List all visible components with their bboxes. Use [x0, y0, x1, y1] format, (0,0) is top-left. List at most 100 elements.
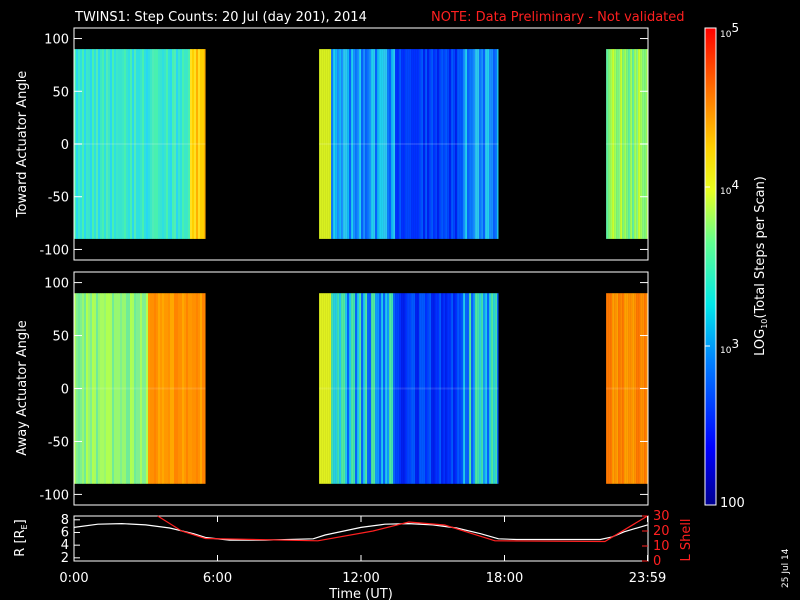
- heatmap-column: [407, 293, 410, 484]
- heatmap-column: [395, 293, 398, 484]
- heatmap-column: [154, 293, 157, 484]
- heatmap-column: [116, 293, 119, 484]
- heatmap-column: [624, 293, 627, 484]
- heatmap-column: [118, 49, 121, 239]
- heatmap-column: [401, 293, 404, 484]
- heatmap-column: [182, 49, 185, 239]
- heatmap-column: [473, 49, 476, 239]
- heatmap-column: [624, 49, 627, 239]
- colorbar-tick-label: 103: [720, 337, 739, 356]
- heatmap-column: [407, 49, 410, 239]
- heatmap-column: [341, 49, 344, 239]
- heatmap-column: [475, 49, 478, 239]
- heatmap-column: [634, 49, 637, 239]
- heatmap-column: [403, 49, 406, 239]
- heatmap-column: [108, 49, 111, 239]
- heatmap-column: [493, 49, 496, 239]
- heatmap-column: [417, 293, 420, 484]
- heatmap-column: [158, 293, 161, 484]
- heatmap-column: [485, 49, 488, 239]
- heatmap-column: [114, 293, 117, 484]
- heatmap-column: [168, 49, 171, 239]
- heatmap-column: [88, 293, 91, 484]
- colorbar-ticks: 105 104 103 100: [705, 21, 745, 511]
- heatmap-column: [345, 49, 348, 239]
- heatmap-column: [150, 293, 153, 484]
- y-tick-label: 0: [61, 138, 69, 153]
- heatmap-column: [359, 49, 362, 239]
- heatmap-column: [333, 293, 336, 484]
- x-tick-label: 18:00: [486, 571, 523, 586]
- heatmap-column: [453, 49, 456, 239]
- heatmap-column: [116, 49, 119, 239]
- heatmap-column: [94, 49, 97, 239]
- heatmap-column: [84, 293, 87, 484]
- heatmap-column: [397, 49, 400, 239]
- heatmap-column: [124, 49, 127, 239]
- heatmap-column: [459, 293, 462, 484]
- heatmap-column: [375, 293, 378, 484]
- heatmap-column: [375, 49, 378, 239]
- heatmap-column: [102, 293, 105, 484]
- heatmap-column: [144, 293, 147, 484]
- heatmap-column: [447, 49, 450, 239]
- heatmap-column: [473, 293, 476, 484]
- heatmap-column: [92, 49, 95, 239]
- heatmap-column: [493, 293, 496, 484]
- heatmap-column: [365, 293, 368, 484]
- heatmap-column: [180, 49, 183, 239]
- heatmap-column: [405, 293, 408, 484]
- y-tick-label: 0: [61, 383, 69, 398]
- heatmap-column: [622, 293, 625, 484]
- heatmap-column: [439, 293, 442, 484]
- heatmap-column: [614, 49, 617, 239]
- heatmap-column: [461, 293, 464, 484]
- heatmap-column: [120, 49, 123, 239]
- heatmap-column: [166, 293, 169, 484]
- heatmap-column: [353, 293, 356, 484]
- heatmap-column: [184, 49, 187, 239]
- heatmap-column: [112, 49, 115, 239]
- heatmap-column: [204, 49, 206, 239]
- heatmap-column: [160, 293, 163, 484]
- heatmap-column: [369, 49, 372, 239]
- zero-angle-band: [606, 143, 648, 145]
- heatmap-column: [365, 49, 368, 239]
- heatmap-column: [162, 293, 165, 484]
- heatmap-column: [194, 293, 197, 484]
- heatmap-column: [359, 293, 362, 484]
- heatmap-column: [433, 49, 436, 239]
- heatmap-column: [449, 293, 452, 484]
- zero-angle-band: [74, 143, 206, 145]
- heatmap-column: [606, 49, 609, 239]
- heatmap-column: [387, 293, 390, 484]
- heatmap-column: [409, 293, 412, 484]
- heatmap-column: [377, 293, 380, 484]
- heatmap-column: [479, 49, 482, 239]
- heatmap-column: [130, 49, 133, 239]
- heatmap-column: [329, 49, 332, 239]
- heatmap-column: [620, 49, 623, 239]
- heatmap-column: [433, 293, 436, 484]
- heatmap-column: [441, 293, 444, 484]
- heatmap-column: [385, 293, 388, 484]
- heatmap-column: [435, 49, 438, 239]
- heatmap-column: [475, 293, 478, 484]
- heatmap-column: [196, 49, 199, 239]
- heatmap-column: [198, 49, 201, 239]
- heatmap-column: [86, 293, 89, 484]
- heatmap-column: [383, 293, 386, 484]
- heatmap-column: [319, 293, 322, 484]
- heatmap-column: [134, 49, 137, 239]
- heatmap-column: [106, 293, 109, 484]
- heatmap-column: [188, 293, 191, 484]
- heatmap-column: [182, 293, 185, 484]
- heatmap-column: [626, 293, 629, 484]
- heatmap-column: [170, 49, 173, 239]
- heatmap-column: [461, 49, 464, 239]
- heatmap-column: [423, 293, 426, 484]
- heatmap-column: [138, 293, 141, 484]
- heatmap-column: [411, 49, 414, 239]
- heatmap-column: [636, 49, 639, 239]
